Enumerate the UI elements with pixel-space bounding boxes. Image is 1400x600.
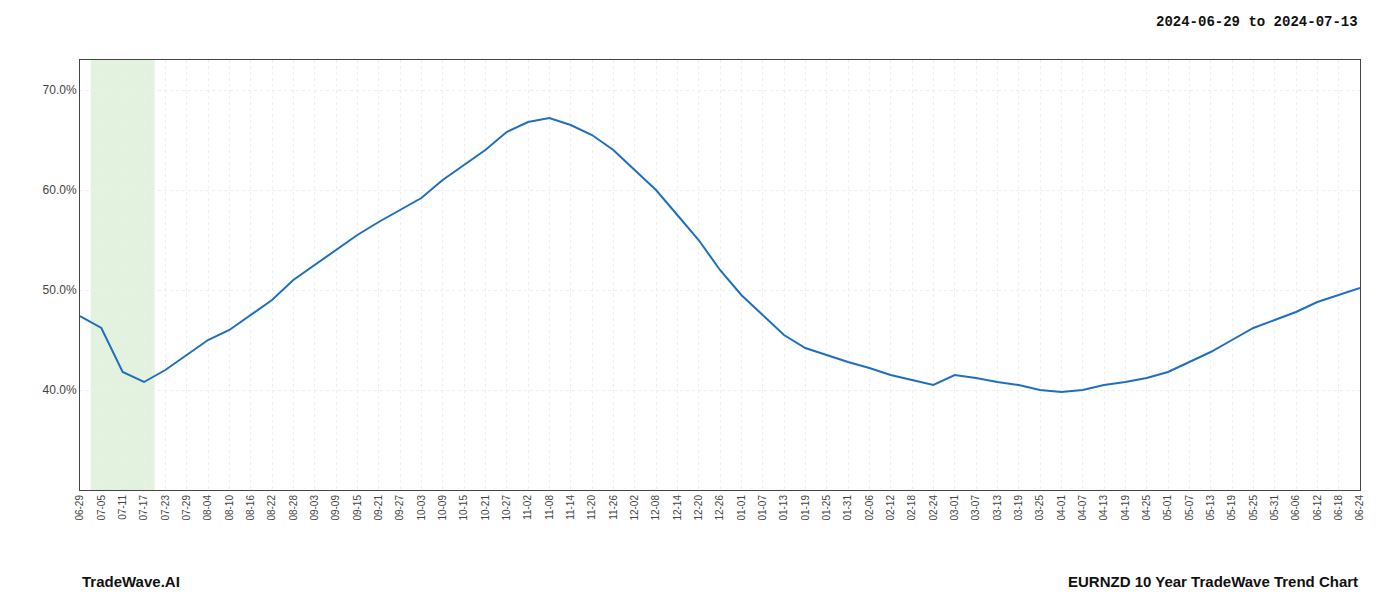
svg-text:12-02: 12-02 [629, 495, 640, 521]
svg-text:03-01: 03-01 [949, 495, 960, 521]
svg-text:11-14: 11-14 [565, 495, 576, 520]
svg-text:60.0%: 60.0% [43, 183, 77, 197]
svg-text:12-20: 12-20 [693, 495, 704, 521]
svg-text:10-03: 10-03 [416, 495, 427, 521]
svg-text:02-24: 02-24 [928, 495, 939, 521]
svg-text:11-20: 11-20 [586, 495, 597, 520]
svg-text:04-19: 04-19 [1120, 495, 1131, 521]
svg-text:70.0%: 70.0% [43, 83, 77, 97]
svg-text:03-13: 03-13 [992, 495, 1003, 521]
svg-text:03-07: 03-07 [970, 495, 981, 521]
svg-text:06-12: 06-12 [1312, 495, 1323, 521]
svg-text:07-11: 07-11 [117, 495, 128, 520]
svg-text:06-24: 06-24 [1354, 495, 1365, 521]
svg-text:06-18: 06-18 [1333, 495, 1344, 521]
svg-text:09-15: 09-15 [352, 495, 363, 521]
svg-text:01-31: 01-31 [842, 495, 853, 521]
svg-text:12-08: 12-08 [650, 495, 661, 521]
svg-text:11-08: 11-08 [544, 495, 555, 520]
svg-text:05-19: 05-19 [1226, 495, 1237, 521]
svg-text:01-25: 01-25 [821, 495, 832, 521]
svg-text:08-22: 08-22 [266, 495, 277, 521]
svg-text:05-25: 05-25 [1248, 495, 1259, 521]
svg-text:06-29: 06-29 [74, 495, 85, 521]
svg-text:10-15: 10-15 [458, 495, 469, 521]
svg-text:50.0%: 50.0% [43, 283, 77, 297]
svg-text:04-01: 04-01 [1056, 495, 1067, 521]
svg-text:08-04: 08-04 [202, 495, 213, 521]
svg-text:02-18: 02-18 [906, 495, 917, 521]
svg-text:01-01: 01-01 [736, 495, 747, 521]
svg-text:08-16: 08-16 [245, 495, 256, 521]
svg-text:07-23: 07-23 [160, 495, 171, 521]
svg-text:08-10: 08-10 [224, 495, 235, 521]
svg-text:02-12: 02-12 [885, 495, 896, 521]
svg-text:06-06: 06-06 [1290, 495, 1301, 521]
svg-text:40.0%: 40.0% [43, 383, 77, 397]
svg-text:04-13: 04-13 [1098, 495, 1109, 521]
svg-text:05-07: 05-07 [1184, 495, 1195, 521]
svg-text:09-03: 09-03 [309, 495, 320, 521]
svg-text:08-28: 08-28 [288, 495, 299, 521]
svg-text:TradeWave.AI: TradeWave.AI [82, 573, 180, 590]
svg-text:10-09: 10-09 [437, 495, 448, 521]
svg-text:01-07: 01-07 [757, 495, 768, 521]
svg-text:07-17: 07-17 [138, 495, 149, 521]
svg-text:10-21: 10-21 [480, 495, 491, 521]
svg-text:09-27: 09-27 [394, 495, 405, 521]
svg-text:12-26: 12-26 [714, 495, 725, 521]
svg-text:03-25: 03-25 [1034, 495, 1045, 521]
svg-text:07-29: 07-29 [181, 495, 192, 521]
svg-text:07-05: 07-05 [96, 495, 107, 521]
svg-text:10-27: 10-27 [501, 495, 512, 521]
svg-text:05-31: 05-31 [1269, 495, 1280, 521]
svg-text:04-07: 04-07 [1077, 495, 1088, 521]
svg-text:11-02: 11-02 [522, 495, 533, 520]
svg-text:05-01: 05-01 [1162, 495, 1173, 521]
svg-text:01-19: 01-19 [800, 495, 811, 521]
svg-text:12-14: 12-14 [672, 495, 683, 521]
svg-text:03-19: 03-19 [1013, 495, 1024, 521]
svg-text:05-13: 05-13 [1205, 495, 1216, 521]
svg-text:09-09: 09-09 [330, 495, 341, 521]
svg-text:04-25: 04-25 [1141, 495, 1152, 521]
svg-text:11-26: 11-26 [608, 495, 619, 520]
svg-text:2024-06-29 to 2024-07-13: 2024-06-29 to 2024-07-13 [1156, 14, 1358, 30]
svg-text:02-06: 02-06 [864, 495, 875, 521]
svg-text:01-13: 01-13 [778, 495, 789, 521]
svg-text:EURNZD 10 Year TradeWave Trend: EURNZD 10 Year TradeWave Trend Chart [1068, 573, 1358, 590]
svg-text:09-21: 09-21 [373, 495, 384, 521]
